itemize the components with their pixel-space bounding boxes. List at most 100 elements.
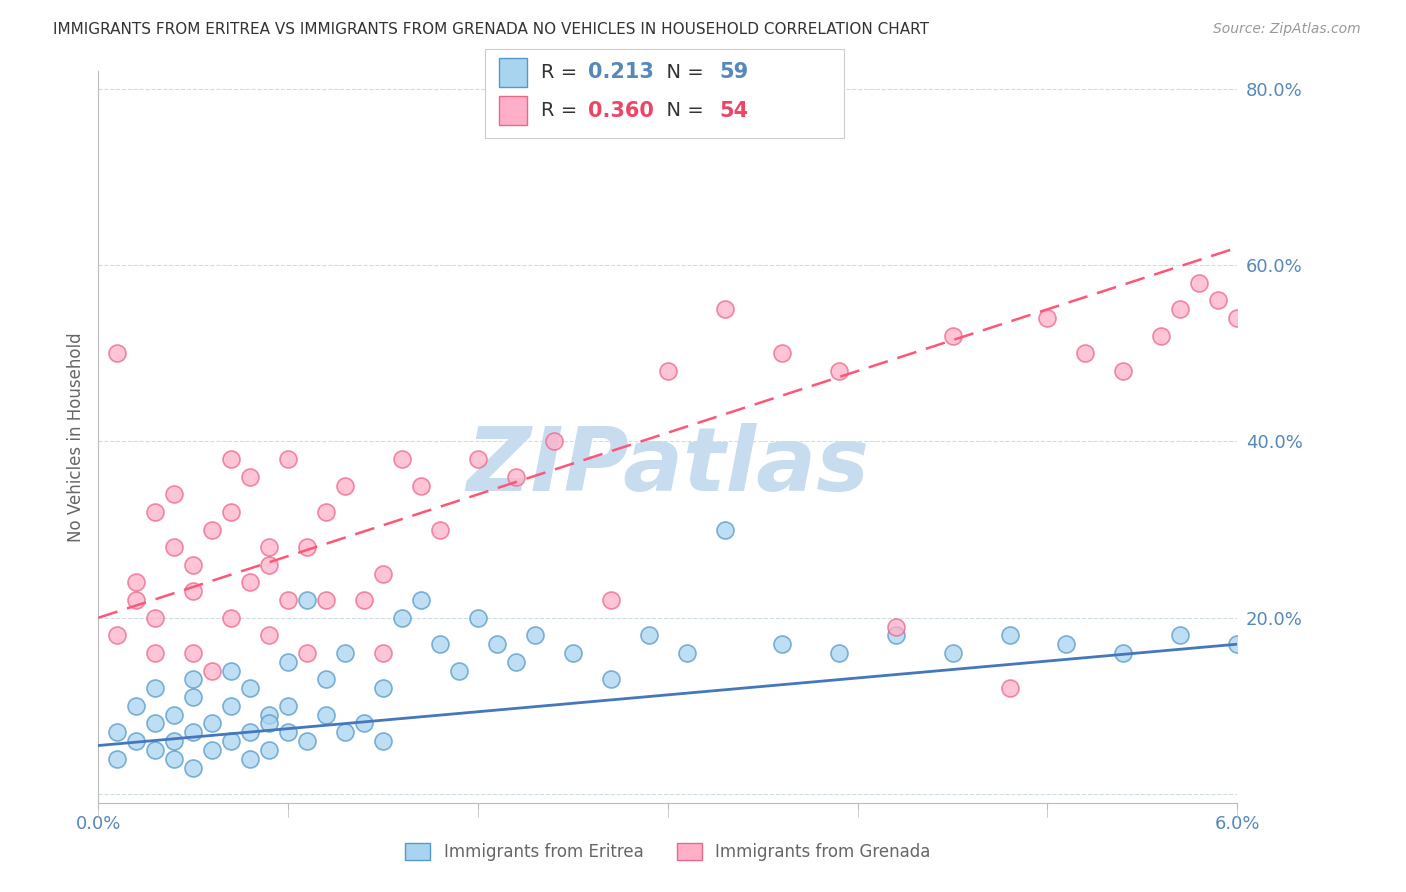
Point bbox=[239, 725, 262, 739]
Point bbox=[125, 593, 148, 607]
Point bbox=[201, 664, 224, 678]
Point bbox=[183, 584, 205, 599]
Point bbox=[505, 655, 527, 669]
Point bbox=[884, 619, 907, 633]
Point bbox=[259, 628, 281, 642]
Point bbox=[486, 637, 509, 651]
Point bbox=[163, 487, 186, 501]
Point bbox=[297, 540, 319, 554]
Point bbox=[770, 346, 793, 360]
Point bbox=[676, 646, 699, 660]
Point bbox=[714, 523, 737, 537]
Text: 54: 54 bbox=[720, 101, 749, 120]
Text: IMMIGRANTS FROM ERITREA VS IMMIGRANTS FROM GRENADA NO VEHICLES IN HOUSEHOLD CORR: IMMIGRANTS FROM ERITREA VS IMMIGRANTS FR… bbox=[53, 22, 929, 37]
Point bbox=[353, 593, 375, 607]
Point bbox=[1074, 346, 1097, 360]
Point bbox=[315, 707, 337, 722]
Point bbox=[183, 690, 205, 704]
Point bbox=[201, 523, 224, 537]
Point bbox=[163, 707, 186, 722]
Point bbox=[1226, 311, 1249, 326]
Point bbox=[221, 611, 243, 625]
Point bbox=[998, 628, 1021, 642]
Point bbox=[221, 505, 243, 519]
Point bbox=[183, 673, 205, 687]
Point bbox=[1036, 311, 1059, 326]
Point bbox=[315, 593, 337, 607]
Text: Source: ZipAtlas.com: Source: ZipAtlas.com bbox=[1213, 22, 1361, 37]
Point bbox=[657, 364, 679, 378]
Point bbox=[163, 734, 186, 748]
Point bbox=[201, 743, 224, 757]
Point bbox=[391, 452, 413, 467]
Point bbox=[371, 681, 394, 696]
Point bbox=[163, 752, 186, 766]
Text: 59: 59 bbox=[720, 62, 749, 82]
Point bbox=[600, 673, 623, 687]
Point bbox=[998, 681, 1021, 696]
Point bbox=[942, 328, 965, 343]
Point bbox=[107, 346, 129, 360]
Point bbox=[429, 637, 451, 651]
Point bbox=[145, 505, 167, 519]
Point bbox=[145, 743, 167, 757]
Point bbox=[183, 725, 205, 739]
Text: R =: R = bbox=[541, 62, 583, 82]
Legend: Immigrants from Eritrea, Immigrants from Grenada: Immigrants from Eritrea, Immigrants from… bbox=[399, 836, 936, 868]
Point bbox=[277, 452, 299, 467]
Point bbox=[125, 698, 148, 713]
Point bbox=[297, 734, 319, 748]
Point bbox=[183, 558, 205, 572]
Point bbox=[183, 646, 205, 660]
Point bbox=[1112, 364, 1135, 378]
Text: R =: R = bbox=[541, 101, 583, 120]
Point bbox=[335, 725, 357, 739]
Point bbox=[297, 646, 319, 660]
Point bbox=[371, 646, 394, 660]
Point bbox=[259, 716, 281, 731]
Point bbox=[259, 743, 281, 757]
Point bbox=[942, 646, 965, 660]
Point bbox=[371, 734, 394, 748]
Point bbox=[221, 452, 243, 467]
Point bbox=[221, 734, 243, 748]
Point bbox=[145, 611, 167, 625]
Point bbox=[411, 593, 433, 607]
Text: 0.213: 0.213 bbox=[588, 62, 654, 82]
Point bbox=[562, 646, 585, 660]
Point bbox=[1188, 276, 1211, 290]
Point bbox=[107, 725, 129, 739]
Point bbox=[277, 593, 299, 607]
Point bbox=[145, 681, 167, 696]
Point bbox=[145, 646, 167, 660]
Point bbox=[201, 716, 224, 731]
Point bbox=[315, 673, 337, 687]
Point bbox=[467, 611, 489, 625]
Point bbox=[1150, 328, 1173, 343]
Point bbox=[505, 469, 527, 483]
Point bbox=[1226, 637, 1249, 651]
Point bbox=[125, 575, 148, 590]
Point bbox=[638, 628, 661, 642]
Point bbox=[239, 752, 262, 766]
Point bbox=[125, 734, 148, 748]
Point bbox=[371, 566, 394, 581]
Text: N =: N = bbox=[654, 62, 710, 82]
Point bbox=[107, 628, 129, 642]
Point bbox=[411, 478, 433, 492]
Point bbox=[1170, 302, 1192, 317]
Point bbox=[277, 655, 299, 669]
Point bbox=[239, 469, 262, 483]
Point bbox=[770, 637, 793, 651]
Text: 0.360: 0.360 bbox=[588, 101, 654, 120]
Text: N =: N = bbox=[654, 101, 710, 120]
Point bbox=[239, 681, 262, 696]
Point bbox=[239, 575, 262, 590]
Point bbox=[163, 540, 186, 554]
Point bbox=[221, 698, 243, 713]
Point bbox=[259, 558, 281, 572]
Point bbox=[828, 364, 851, 378]
Point bbox=[391, 611, 413, 625]
Point bbox=[714, 302, 737, 317]
Point bbox=[297, 593, 319, 607]
